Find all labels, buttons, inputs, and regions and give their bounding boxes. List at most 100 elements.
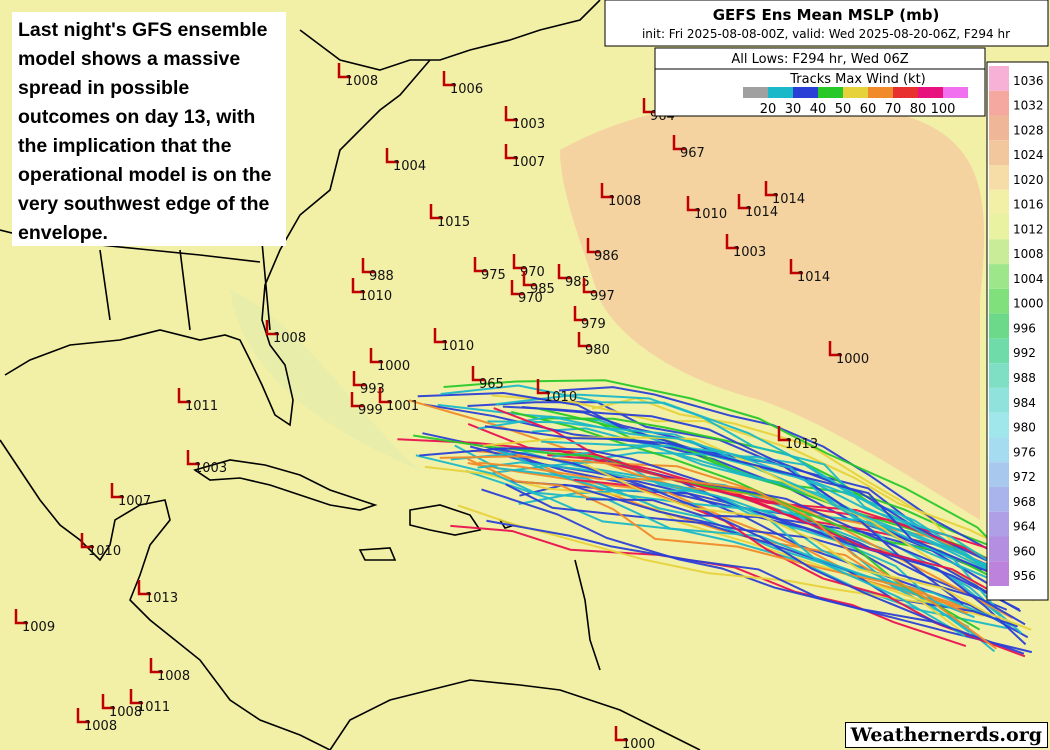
wind-label: 30: [785, 102, 802, 117]
wind-swatch: [893, 87, 918, 98]
low-label: 1007: [512, 155, 545, 170]
low-label: 1010: [544, 390, 577, 405]
track: [541, 440, 1025, 589]
low-marker: [80, 533, 94, 549]
low-label: 980: [585, 343, 610, 358]
track: [510, 410, 996, 580]
colorbar-label: 1004: [1013, 272, 1044, 286]
low-marker: [350, 392, 364, 408]
colorbar-label: 976: [1013, 445, 1036, 459]
colorbar-label: 1036: [1013, 74, 1044, 88]
colorbar-label: 972: [1013, 470, 1036, 484]
colorbar-cell: [989, 313, 1009, 339]
track: [477, 461, 966, 638]
colorbar-label: 992: [1013, 346, 1036, 360]
low-label: 1008: [608, 194, 641, 209]
low-labels: 1008100610039641004100796710081010101410…: [14, 63, 869, 750]
wind-swatch: [918, 87, 943, 98]
low-label: 970: [518, 291, 543, 306]
low-label: 967: [680, 146, 705, 161]
colorbar-cell: [989, 486, 1009, 512]
colorbar-cell: [989, 536, 1009, 562]
low-label: 985: [565, 275, 590, 290]
colorbar-label: 1032: [1013, 99, 1044, 113]
colorbar-cell: [989, 338, 1009, 364]
colorbar-label: 1016: [1013, 198, 1044, 212]
low-marker: [536, 379, 550, 395]
low-label: 1011: [137, 700, 170, 715]
low-marker: [14, 609, 28, 625]
colorbar-label: 956: [1013, 569, 1036, 583]
all-lows: All Lows: F294 hr, Wed 06Z: [731, 52, 908, 67]
low-marker: [686, 196, 700, 212]
low-marker: [642, 98, 656, 114]
low-label: 1010: [441, 339, 474, 354]
low-marker: [76, 708, 90, 724]
track: [450, 524, 967, 647]
high-pressure-area: [560, 100, 985, 521]
low-marker: [361, 258, 375, 274]
low-marker: [129, 689, 143, 705]
colorbar-cell: [989, 412, 1009, 438]
low-marker: [828, 341, 842, 357]
colorbar-cell: [989, 214, 1009, 240]
colorbar-cell: [989, 511, 1009, 537]
low-marker: [442, 71, 456, 87]
wind-label: 70: [885, 102, 902, 117]
low-marker: [351, 278, 365, 294]
colorbar-cell: [989, 561, 1009, 586]
track: [467, 458, 968, 615]
header-box: [604, 0, 1049, 47]
low-label: 979: [581, 317, 606, 332]
colorbar: 1036 1032 1028 1024 1020 1016 1012 1008 1004 1000…: [989, 66, 1044, 586]
colorbar-cell: [989, 165, 1009, 190]
low-marker: [504, 144, 518, 160]
colorbar-cell: [989, 239, 1009, 265]
colorbar-label: 1020: [1013, 173, 1044, 187]
low-label: 970: [520, 265, 545, 280]
colorbar-label: 1000: [1013, 297, 1044, 311]
low-label: 1000: [377, 359, 410, 374]
low-label: 1014: [772, 192, 805, 207]
track: [502, 405, 987, 562]
colorbar-cell: [989, 90, 1009, 116]
low-marker: [369, 348, 383, 364]
track: [478, 461, 997, 650]
colorbar-label: 964: [1013, 520, 1036, 534]
low-label: 1008: [84, 719, 117, 734]
track: [494, 447, 1025, 655]
colorbar-label: 996: [1013, 321, 1036, 335]
low-label: 1015: [437, 215, 470, 230]
colorbar-label: 968: [1013, 495, 1036, 509]
colorbar-cell: [989, 437, 1009, 463]
track: [422, 432, 1008, 611]
low-marker: [789, 259, 803, 275]
low-marker: [101, 694, 115, 710]
wind-swatch: [793, 87, 818, 98]
low-marker: [725, 234, 739, 250]
track: [443, 379, 1032, 583]
colorbar-label: 980: [1013, 421, 1036, 435]
low-label: 1013: [145, 591, 178, 606]
low-label: 1008: [345, 74, 378, 89]
low-label: 986: [594, 249, 619, 264]
low-marker: [614, 726, 628, 742]
low-label: 1000: [622, 737, 655, 750]
colorbar-label: 1024: [1013, 148, 1044, 162]
low-label: 975: [481, 268, 506, 283]
low-label: 1010: [359, 289, 392, 304]
low-label: 1014: [797, 270, 830, 285]
wind-swatch: [818, 87, 843, 98]
low-label: 999: [358, 403, 383, 418]
low-marker: [177, 388, 191, 404]
low-label: 1008: [157, 669, 190, 684]
low-marker: [510, 280, 524, 296]
low-label: 1010: [88, 544, 121, 559]
wind-swatch: [743, 87, 768, 98]
watermark: Weathernerds.org: [844, 722, 1048, 748]
track: [586, 498, 1027, 646]
wind-label: 80: [910, 102, 927, 117]
wind-label: 60: [860, 102, 877, 117]
low-label: 965: [479, 377, 504, 392]
low-label: 1007: [118, 494, 151, 509]
